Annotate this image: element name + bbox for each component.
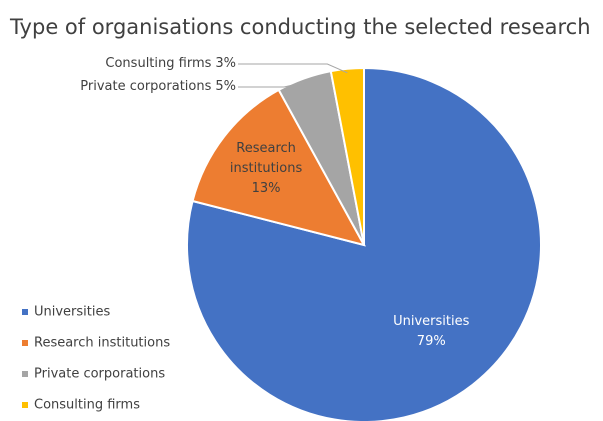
data-label-value: 5% bbox=[215, 79, 236, 94]
data-label: Research institutions 13% bbox=[211, 139, 321, 199]
data-label: Universities 79% bbox=[376, 312, 486, 352]
data-label-value: 3% bbox=[215, 56, 236, 71]
legend-label: Private corporations bbox=[34, 367, 165, 382]
legend-swatch bbox=[22, 340, 28, 346]
pie-slice bbox=[191, 88, 366, 247]
leader-line bbox=[238, 63, 348, 74]
legend-swatch bbox=[22, 309, 28, 315]
pie-slice bbox=[186, 66, 542, 421]
pie-slice bbox=[329, 66, 365, 246]
legend-label: Consulting firms bbox=[34, 398, 140, 413]
data-label-name: Consulting firms bbox=[105, 56, 212, 71]
data-label-value: 79% bbox=[416, 333, 446, 349]
leader-line bbox=[238, 81, 305, 88]
data-label: Private corporations 5% bbox=[80, 77, 236, 97]
chart-title: Type of organisations conducting the sel… bbox=[9, 15, 591, 39]
data-label-name: Universities bbox=[393, 313, 470, 329]
legend-swatch bbox=[22, 371, 28, 377]
data-label-name: Private corporations bbox=[80, 79, 212, 94]
data-label-value: 13% bbox=[251, 181, 281, 197]
legend-label: Universities bbox=[34, 305, 110, 320]
legend-label: Research institutions bbox=[34, 336, 170, 351]
data-label-name: Research institutions bbox=[229, 141, 303, 177]
data-label: Consulting firms 3% bbox=[105, 54, 236, 74]
legend-swatch bbox=[22, 402, 28, 408]
